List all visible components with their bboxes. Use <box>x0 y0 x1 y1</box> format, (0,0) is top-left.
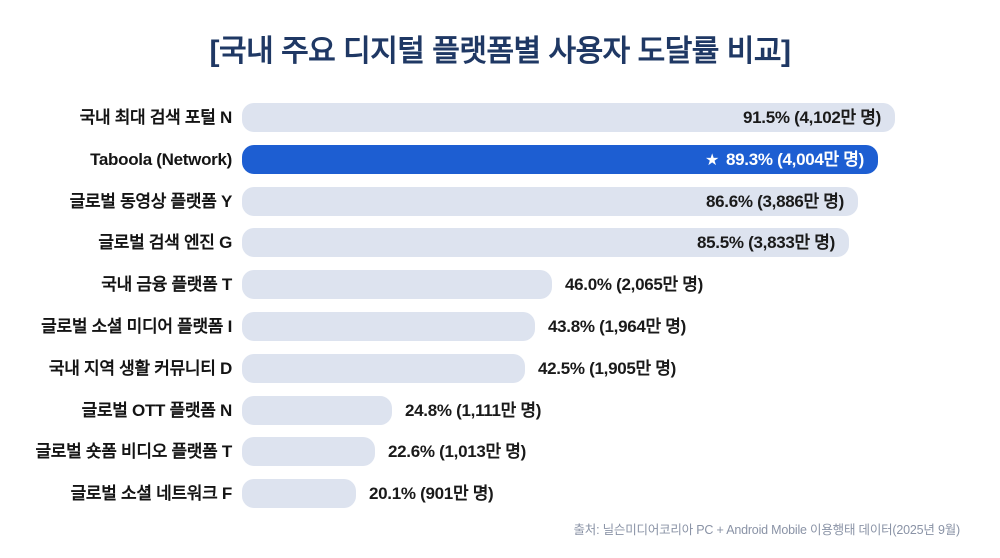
bar <box>242 479 356 509</box>
chart-row: 글로벌 소셜 네트워크 F 20.1% (901만 명) <box>0 479 1000 509</box>
bar-value: 24.8% (1,111만 명) <box>405 396 541 425</box>
source-note: 출처: 닐슨미디어코리아 PC + Android Mobile 이용행태 데이… <box>573 523 960 537</box>
bar-value: 46.0% (2,065만 명) <box>565 270 703 299</box>
row-label: 국내 금융 플랫폼 T <box>101 275 232 295</box>
bar-track: ★ 89.3% (4,004만 명) <box>242 144 1000 174</box>
bar-value-text: 46.0% (2,065만 명) <box>565 275 703 295</box>
chart-row: 국내 지역 생활 커뮤니티 D 42.5% (1,905만 명) <box>0 353 1000 383</box>
row-label: 글로벌 동영상 플랫폼 Y <box>69 191 233 211</box>
row-label: 글로벌 검색 엔진 G <box>98 233 232 253</box>
bar-track: 24.8% (1,111만 명) <box>242 395 1000 425</box>
bar-value: 42.5% (1,905만 명) <box>538 354 676 383</box>
bar <box>242 270 552 300</box>
bar-highlighted <box>242 144 878 174</box>
bar-value-text: 91.5% (4,102만 명) <box>743 108 881 127</box>
bar-value-text: 43.8% (1,964만 명) <box>548 316 686 336</box>
row-label: 국내 최대 검색 포털 N <box>79 108 233 127</box>
chart-row: 글로벌 숏폼 비디오 플랫폼 T 22.6% (1,013만 명) <box>0 437 1000 467</box>
bar-value: 85.5% (3,833만 명) <box>697 228 835 257</box>
bar-value: 86.6% (3,886만 명) <box>706 187 844 216</box>
bar <box>242 353 525 383</box>
bar-track: 22.6% (1,013만 명) <box>242 437 1000 467</box>
bar-value: 91.5% (4,102만 명) <box>743 103 881 132</box>
row-label: 국내 지역 생활 커뮤니티 D <box>48 358 232 378</box>
bar-value: ★ 89.3% (4,004만 명) <box>705 145 864 174</box>
bar-track: 43.8% (1,964만 명) <box>242 311 1000 341</box>
bar <box>242 311 535 341</box>
bar-track: 86.6% (3,886만 명) <box>242 186 1000 216</box>
chart-row: 글로벌 OTT 플랫폼 N 24.8% (1,111만 명) <box>0 395 1000 425</box>
bar-value-text: 85.5% (3,833만 명) <box>697 233 835 253</box>
star-icon: ★ <box>704 151 719 169</box>
reach-bar-chart: 국내 최대 검색 포털 N 91.5% (4,102만 명) Taboola (Ne… <box>0 103 1000 521</box>
chart-row: 국내 최대 검색 포털 N 91.5% (4,102만 명) <box>0 103 1000 132</box>
row-label: 글로벌 OTT 플랫폼 N <box>81 400 233 420</box>
bar-track: 91.5% (4,102만 명) <box>242 103 1000 132</box>
row-label: 글로벌 소셜 미디어 플랫폼 I <box>41 316 232 336</box>
chart-row: 글로벌 소셜 미디어 플랫폼 I 43.8% (1,964만 명) <box>0 311 1000 341</box>
row-label: Taboola (Network) <box>90 149 232 169</box>
bar-value-text: 22.6% (1,013만 명) <box>388 442 526 462</box>
bar-track: 20.1% (901만 명) <box>242 479 1000 509</box>
bar <box>242 395 392 425</box>
chart-row: 국내 금융 플랫폼 T 46.0% (2,065만 명) <box>0 270 1000 300</box>
bar-value-text: 20.1% (901만 명) <box>369 484 494 504</box>
bar <box>242 437 375 467</box>
bar-value: 22.6% (1,013만 명) <box>388 437 526 466</box>
bar-value-text: 89.3% (4,004만 명) <box>726 149 864 169</box>
chart-row: 글로벌 동영상 플랫폼 Y 86.6% (3,886만 명) <box>0 186 1000 216</box>
bar-value: 20.1% (901만 명) <box>369 479 494 508</box>
bar <box>242 103 895 132</box>
bar-value: 43.8% (1,964만 명) <box>548 312 686 341</box>
bar-track: 46.0% (2,065만 명) <box>242 270 1000 300</box>
chart-row: 글로벌 검색 엔진 G 85.5% (3,833만 명) <box>0 228 1000 258</box>
bar-value-text: 42.5% (1,905만 명) <box>538 358 676 378</box>
bar-value-text: 24.8% (1,111만 명) <box>405 400 542 420</box>
row-label: 글로벌 숏폼 비디오 플랫폼 T <box>35 442 232 462</box>
bar-value-text: 86.6% (3,886만 명) <box>706 191 844 211</box>
row-label: 글로벌 소셜 네트워크 F <box>70 484 233 504</box>
chart-row: Taboola (Network) ★ 89.3% (4,004만 명) <box>0 144 1000 174</box>
bar-track: 42.5% (1,905만 명) <box>242 353 1000 383</box>
bar-track: 85.5% (3,833만 명) <box>242 228 1000 258</box>
bar <box>242 228 849 258</box>
bar <box>242 186 858 216</box>
page-title: [국내 주요 디지털 플랫폼별 사용자 도달률 비교] <box>209 35 791 68</box>
